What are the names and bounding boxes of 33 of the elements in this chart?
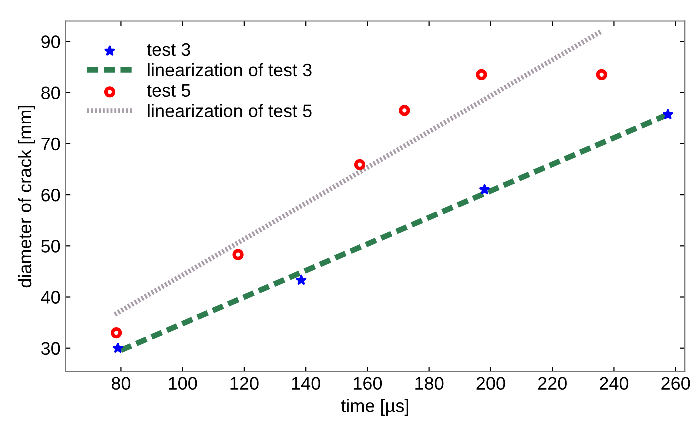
x-tick-label: 220: [538, 377, 567, 390]
x-tick-label: 100: [169, 377, 198, 390]
y-tick-label: 90: [42, 36, 60, 48]
point: [296, 274, 307, 285]
y-tick-label: 50: [42, 240, 60, 253]
y-tick-label: 30: [41, 342, 60, 356]
x-tick-label: 180: [416, 377, 444, 390]
legend-label: test 3: [147, 43, 190, 56]
y-tick-label: 80: [42, 86, 60, 100]
point: [232, 249, 244, 260]
x-tick-label: 200: [476, 377, 506, 390]
point: [111, 327, 122, 339]
x-tick-label: 260: [662, 377, 690, 390]
x-tick-label: 140: [292, 377, 320, 390]
point: [112, 342, 124, 353]
x-tick-label: 240: [600, 377, 629, 390]
point: [480, 184, 490, 195]
legend-label: test 5: [147, 84, 190, 98]
point: [476, 69, 488, 80]
y-tick-label: 40: [41, 291, 60, 304]
point: [354, 159, 366, 170]
legend-label: linearization of test 3: [148, 63, 312, 77]
x-tick-label: 80: [112, 377, 131, 390]
point: [596, 69, 608, 80]
point: [662, 109, 674, 120]
point: [399, 105, 410, 116]
x-axis-title: time [µs]: [341, 399, 408, 416]
x-tick-label: 120: [230, 377, 259, 390]
y-tick-label: 60: [42, 188, 60, 202]
legend-label: linearization of test 5: [148, 104, 312, 118]
y-tick-label: 70: [42, 138, 60, 151]
y-axis-title: diameter of crack [mm]: [18, 106, 36, 288]
x-tick-label: 160: [354, 377, 382, 390]
